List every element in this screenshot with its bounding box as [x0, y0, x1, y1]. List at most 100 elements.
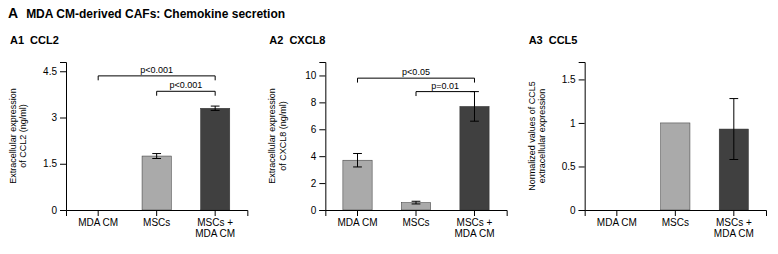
error-bar-stem — [215, 106, 216, 110]
y-tick-mark — [319, 183, 325, 184]
x-tick-label-line: MDA CM — [338, 217, 378, 228]
y-tick-mark — [319, 210, 325, 211]
error-bar — [152, 154, 161, 159]
y-axis: 0 2 4 6 8 10 — [305, 63, 326, 216]
significance-label: p<0.001 — [170, 80, 203, 90]
bar — [343, 160, 372, 210]
x-tick-mark — [357, 210, 358, 216]
y-tick: 0 — [570, 205, 585, 216]
x-tick: MSCs — [402, 210, 429, 228]
y-tick-label: 0 — [311, 205, 317, 216]
y-tick: 2 — [311, 178, 326, 189]
x-tick-label: MDA CM — [597, 217, 637, 228]
bar — [602, 210, 631, 211]
error-bar-cap — [353, 153, 362, 154]
y-tick-label: 3 — [51, 112, 57, 123]
panel-label: A3 — [529, 34, 543, 46]
panel-label: A2 — [269, 34, 283, 46]
x-tick-mark — [675, 210, 676, 216]
y-axis: 0 0.5 1 1.5 — [562, 63, 585, 216]
x-tick-mark — [215, 210, 216, 216]
error-bar-cap — [729, 159, 738, 160]
y-axis-label-line: extracellular expression — [537, 89, 547, 184]
panel: A2CXCL80246810MDA CMMSCsMSCs +MDA CMExtr… — [267, 34, 507, 239]
y-tick: 0.5 — [562, 161, 585, 172]
y-axis-line — [319, 63, 326, 211]
x-axis: MDA CMMSCsMSCs +MDA CM — [67, 210, 248, 239]
y-tick: 8 — [311, 97, 326, 108]
x-tick-label: MDA CM — [78, 217, 118, 228]
significance-label: p=0.01 — [431, 81, 459, 91]
significance-label: p<0.05 — [402, 67, 430, 77]
x-tick: MSCs +MDA CM — [714, 210, 754, 239]
error-bar-cap — [211, 110, 220, 111]
y-tick-label: 0 — [51, 205, 57, 216]
y-axis-label: Extracellular expressionof CXCL8 (ng/ml) — [267, 88, 287, 184]
x-tick-label-line: MSCs + — [716, 217, 752, 228]
error-bar-stem — [357, 153, 358, 166]
error-bar-stem — [733, 99, 734, 160]
y-tick-mark — [579, 79, 585, 80]
panel: A3CCL500.511.5MDA CMMSCsMSCs +MDA CMNorm… — [527, 34, 767, 239]
y-tick-mark — [319, 129, 325, 130]
x-tick: MSCs +MDA CM — [195, 210, 235, 239]
y-axis-label-line: Normalized values of CCL5 — [527, 81, 537, 191]
y-axis-label-line: of CCL2 (ng/ml) — [18, 104, 28, 168]
bar — [661, 123, 690, 210]
x-tick: MDA CM — [597, 210, 637, 228]
y-tick: 0 — [311, 205, 326, 216]
y-tick-label: 4 — [311, 151, 317, 162]
error-bar — [729, 99, 738, 160]
bar — [460, 106, 489, 210]
panel-subtitle: CCL5 — [549, 34, 578, 46]
x-tick-label-line: MDA CM — [597, 217, 637, 228]
y-tick-label: 0 — [570, 205, 576, 216]
title: MDA CM-derived CAFs: Chemokine secretion — [26, 7, 285, 21]
x-tick-label-line: MSCs + — [197, 217, 233, 228]
significance-bracket — [416, 92, 474, 96]
error-bar-cap — [211, 106, 220, 107]
y-axis-label-line: Extracellular expression — [8, 88, 18, 184]
significance-label: p<0.001 — [140, 65, 173, 75]
x-tick-mark — [733, 210, 734, 216]
y-tick-mark — [60, 118, 66, 119]
x-tick: MDA CM — [78, 210, 118, 228]
panel-label: A1 — [10, 34, 24, 46]
y-tick: 3 — [51, 112, 66, 123]
y-tick: 10 — [305, 70, 325, 81]
panel-subtitle: CXCL8 — [289, 34, 325, 46]
x-tick-label-line: MSCs + — [457, 217, 493, 228]
y-tick: 1 — [570, 118, 585, 129]
error-bar-cap — [729, 98, 738, 99]
y-tick-label: 8 — [311, 97, 317, 108]
plot-area — [98, 76, 230, 210]
x-tick-label-line: MSCs — [402, 217, 429, 228]
error-bar-cap — [152, 153, 161, 154]
bar — [142, 156, 171, 210]
error-bar-cap — [470, 121, 479, 122]
x-tick-label: MSCs +MDA CM — [454, 217, 494, 239]
y-tick: 1.5 — [562, 74, 585, 85]
error-bar — [211, 106, 220, 110]
panel-subtitle: CCL2 — [30, 34, 59, 46]
y-tick-label: 6 — [311, 124, 317, 135]
chart: AMDA CM-derived CAFs: Chemokine secretio… — [0, 0, 778, 254]
x-tick-label: MSCs +MDA CM — [195, 217, 235, 239]
error-bar-cap — [152, 158, 161, 159]
x-tick-label: MDA CM — [338, 217, 378, 228]
x-tick-mark — [98, 210, 99, 216]
y-tick-mark — [60, 71, 66, 72]
x-axis-line — [326, 211, 507, 217]
x-tick-mark — [416, 210, 417, 216]
x-tick-label-line: MDA CM — [454, 228, 494, 239]
x-tick: MDA CM — [338, 210, 378, 228]
error-bar-cap — [353, 166, 362, 167]
significance-bracket — [157, 91, 215, 95]
x-tick: MSCs +MDA CM — [454, 210, 494, 239]
x-axis: MDA CMMSCsMSCs +MDA CM — [326, 210, 507, 239]
y-tick-mark — [319, 156, 325, 157]
y-tick: 6 — [311, 124, 326, 135]
bar — [201, 108, 230, 210]
y-axis-label: Normalized values of CCL5extracellular e… — [527, 81, 547, 191]
y-tick-mark — [579, 210, 585, 211]
